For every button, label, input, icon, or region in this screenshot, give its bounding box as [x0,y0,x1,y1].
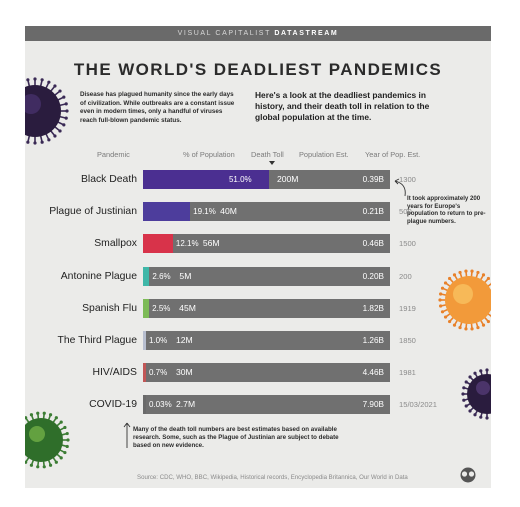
source-text: Source: CDC, WHO, BBC, Wikipedia, Histor… [137,474,408,481]
pandemic-name: Plague of Justinian [49,206,137,218]
footnote-arrow-icon [123,422,131,448]
population-label: 0.20B [362,271,384,281]
population-label: 0.46B [362,239,384,249]
year-label: 500 [399,207,412,217]
pct-label: 2.6% [152,271,171,281]
bar-track: 51.0% 200M 0.39B [143,170,390,189]
virus-purple-icon [25,77,69,145]
pandemic-name: Black Death [80,174,137,185]
pandemic-name: Smallpox [94,238,137,250]
column-header-pandemic: Pandemic [97,150,130,159]
bar-fill [143,266,150,286]
virus-orange-icon [438,269,491,331]
lede-text: Here's a look at the deadliest pandemics… [255,90,430,122]
black-death-note: It took approximately 200 years for Euro… [407,195,486,225]
year-label: 200 [399,271,412,281]
bar-row: Smallpox 12.1% 56M 0.46B 1500 [25,233,491,255]
bar-track: 2.5% 45M 1.82B [143,298,390,318]
pandemic-name: HIV/AIDS [92,367,137,379]
footnote-text: Many of the death toll numbers are best … [133,426,339,450]
bar-fill [143,170,269,189]
pct-label: 19.1% [193,207,216,217]
death-toll-label: 12M [176,335,193,345]
year-label: 1500 [399,239,416,249]
population-label: 4.46B [362,368,384,378]
death-toll-label: 56M [202,238,220,249]
column-header-deaths: Death Toll [251,150,284,159]
column-header-year: Year of Pop. Est. [365,150,421,159]
virus-green-icon [25,411,70,469]
bar-row: Plague of Justinian 19.1% 40M 0.21B 500 [25,201,491,223]
year-label: 15/03/2021 [399,400,438,410]
sort-arrow-icon [269,161,275,165]
bar-fill [143,298,150,318]
bar-track: 0.7% 30M 4.46B [143,363,390,383]
year-label: 1981 [399,368,416,378]
death-toll-label: 2.7M [176,399,196,410]
intro-text: Disease has plagued humanity since the e… [80,91,235,124]
chart-title: THE WORLD'S DEADLIEST PANDEMICS [73,60,443,79]
bar-fill [143,331,146,350]
population-label: 0.39B [362,175,384,184]
pandemic-name: Antonine Plague [60,270,137,282]
brand-bar: VISUAL CAPITALIST DATASTREAM [25,26,491,41]
year-label: 1919 [399,303,416,313]
brand-product: DATASTREAM [274,30,339,37]
pandemic-name: Spanish Flu [82,302,137,314]
bar-row: Spanish Flu 2.5% 45M 1.82B 1919 [25,298,491,320]
visual-capitalist-logo [460,467,476,483]
bar-track: 2.6% 5M 0.20B [143,266,390,286]
population-label: 1.82B [362,303,384,313]
death-toll-label: 200M [276,174,299,184]
bar-fill [143,202,191,222]
bar-track: 1.0% 12M 1.26B [143,331,390,350]
pandemic-name: COVID-19 [89,399,137,411]
pct-label: 1.0% [149,336,168,345]
pct-label: 0.7% [149,368,168,378]
pct-label: 0.03% [149,400,172,410]
note-arrow-icon [394,178,406,197]
virus-dark-purple-icon [461,368,491,420]
death-toll-label: 30M [176,367,193,378]
death-toll-label: 5M [179,270,192,281]
bar-row: The Third Plague 1.0% 12M 1.26B 1850 [25,330,491,352]
column-header-pop: Population Est. [299,150,349,159]
year-label: 1850 [399,336,416,345]
bar-row: Antonine Plague 2.6% 5M 0.20B 200 [25,266,491,288]
pct-label: 51.0% [228,175,252,184]
bar-row: Black Death 51.0% 200M 0.39B 1300 [25,169,491,191]
bar-row: COVID-19 0.03% 2.7M 7.90B 15/03/2021 [25,394,491,416]
death-toll-label: 40M [220,206,237,217]
population-label: 7.90B [362,400,384,410]
brand-name: VISUAL CAPITALIST [177,30,271,37]
population-label: 0.21B [362,207,384,217]
bar-track: 0.03% 2.7M 7.90B [143,395,390,415]
bar-row: HIV/AIDS 0.7% 30M 4.46B 1981 [25,362,491,384]
column-header-pct: % of Population [183,150,235,159]
year-label: 1300 [399,175,416,184]
bar-track: 12.1% 56M 0.46B [143,234,390,254]
pandemic-name: The Third Plague [57,335,137,346]
bar-track: 19.1% 40M 0.21B [143,202,390,222]
bar-fill [143,363,146,383]
bar-fill [143,234,173,254]
population-label: 1.26B [362,336,384,345]
pct-label: 12.1% [175,239,199,249]
pct-label: 2.5% [152,303,171,313]
infographic-card: VISUAL CAPITALIST DATASTREAM THE WORLD'S… [25,26,491,488]
bar-fill [143,395,146,415]
death-toll-label: 45M [179,302,196,313]
